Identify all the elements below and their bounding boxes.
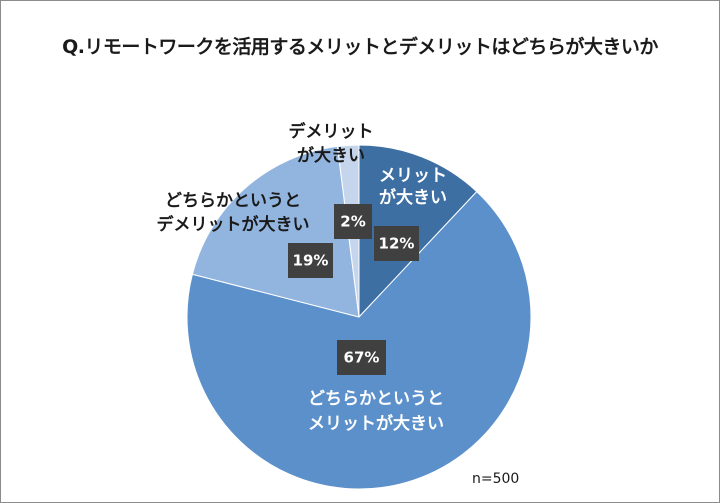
slice-label-2: どちらかというとメリットが大きい — [308, 389, 444, 434]
percent-label-3: 19% — [288, 243, 333, 278]
svg-text:67%: 67% — [344, 349, 380, 367]
slice-label-3: どちらかというとデメリットが大きい — [157, 191, 310, 235]
chart-title: Q.リモートワークを活用するメリットとデメリットはどちらが大きいか — [62, 36, 658, 58]
percent-label-2: 67% — [337, 340, 386, 375]
svg-text:2%: 2% — [340, 213, 365, 231]
slice-label-4: デメリットが大きい — [289, 121, 374, 166]
percent-label-1: 12% — [374, 226, 419, 261]
svg-text:12%: 12% — [379, 235, 415, 253]
percent-label-4: 2% — [334, 204, 372, 239]
slice-label-1: メリットが大きい — [379, 166, 447, 208]
svg-text:19%: 19% — [293, 252, 329, 270]
sample-size-note: n=500 — [472, 471, 520, 487]
